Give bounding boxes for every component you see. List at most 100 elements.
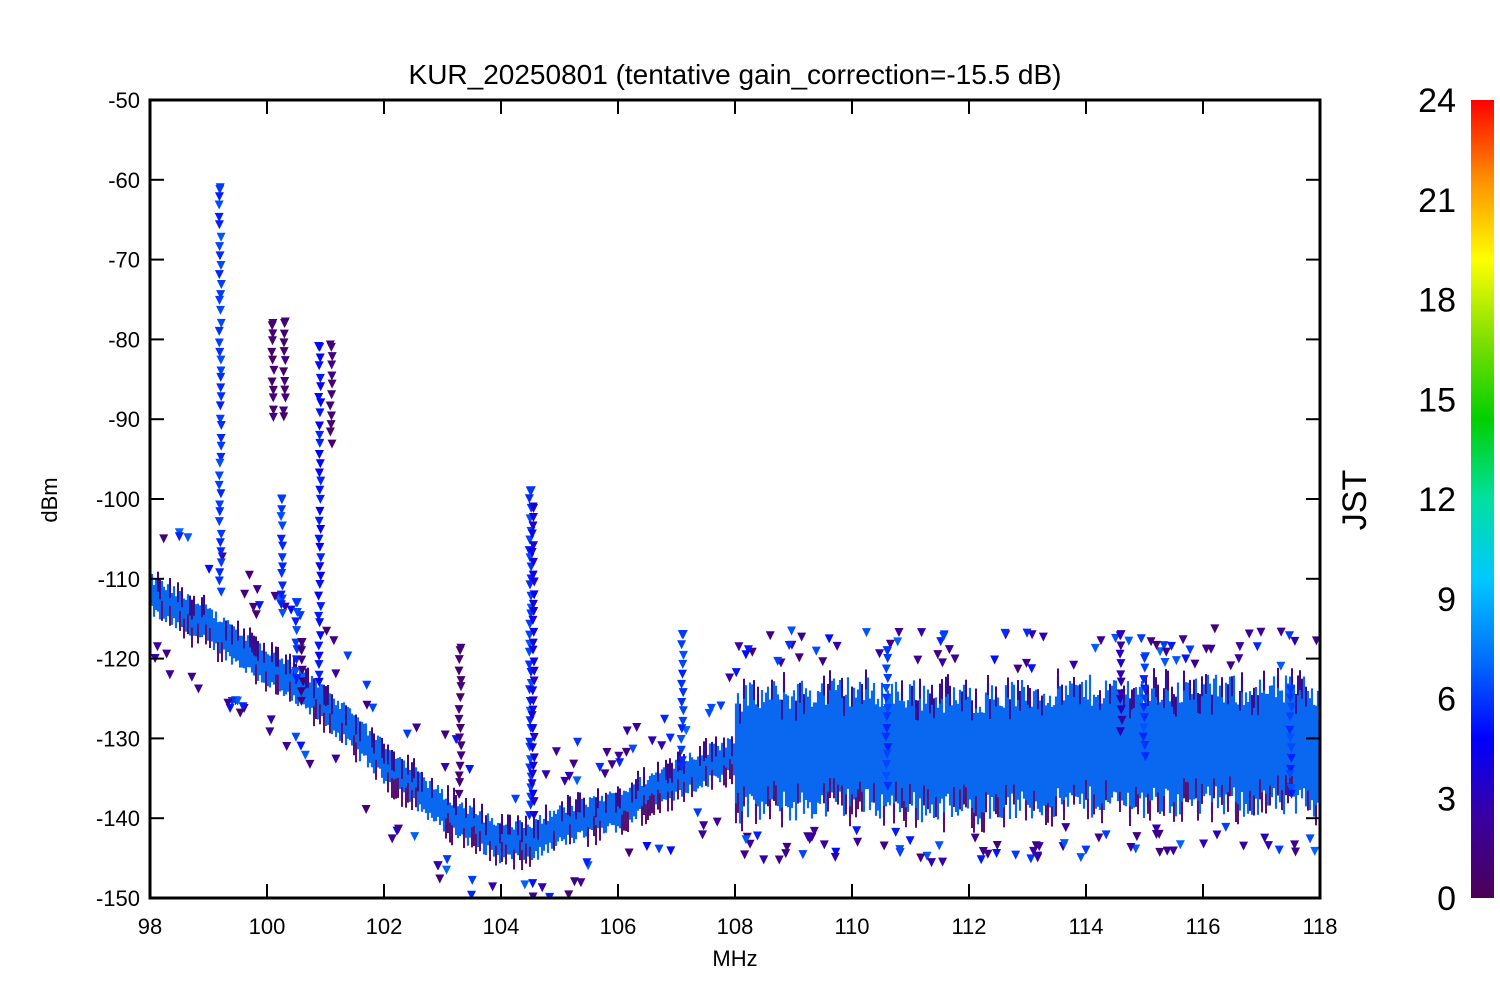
colorbar-tick-label: 21: [1418, 182, 1456, 220]
signal-point: [278, 541, 288, 551]
signal-point: [267, 347, 277, 357]
outlier-point: [159, 534, 169, 544]
signal-point: [528, 769, 538, 779]
outlier-point: [1276, 627, 1286, 637]
outlier-point: [1155, 647, 1165, 657]
outlier-point: [693, 808, 703, 818]
signal-point: [327, 379, 337, 389]
signal-point: [1286, 784, 1296, 794]
outlier-point: [628, 744, 638, 754]
outlier-point: [759, 855, 769, 865]
colorbar-tick-label: 6: [1437, 681, 1456, 719]
outlier-point: [938, 857, 948, 867]
signal-point: [292, 674, 302, 684]
signal-point: [298, 677, 308, 687]
signal-point: [528, 512, 538, 522]
y-axis: -50 -60 -70 -80 -90 -100 -110 -120 -130 -140 -150: [96, 88, 1320, 911]
outlier-point: [183, 533, 193, 543]
signal-point: [529, 810, 539, 820]
y-tick-label: -60: [108, 168, 140, 193]
outlier-point: [1162, 846, 1172, 856]
signal-point: [678, 688, 688, 698]
signal-point: [1115, 727, 1125, 737]
signal-point: [529, 577, 539, 587]
outlier-point: [1136, 634, 1146, 644]
outlier-point: [1154, 829, 1164, 839]
signal-point: [327, 390, 337, 400]
outlier-point: [537, 899, 546, 908]
signal-point: [528, 615, 538, 625]
signal-point: [1115, 694, 1125, 704]
signal-point: [1140, 741, 1150, 751]
signal-point: [315, 438, 325, 448]
outlier-point: [266, 715, 276, 725]
signal-point: [1140, 694, 1150, 704]
outlier-point: [1212, 830, 1222, 840]
signal-point: [454, 666, 464, 676]
signal-point: [315, 421, 325, 431]
colorbar: [1471, 100, 1494, 898]
outlier-point: [1291, 847, 1301, 857]
y-tick-label: -140: [96, 806, 140, 831]
signal-point: [676, 734, 686, 744]
outlier-point: [970, 833, 980, 843]
signal-point: [456, 751, 466, 761]
signal-point: [529, 607, 539, 617]
outlier-point: [1276, 661, 1286, 671]
outlier-point: [305, 759, 315, 769]
signal-point: [1285, 733, 1295, 743]
signal-point: [1140, 752, 1150, 762]
signal-point: [297, 655, 307, 665]
outlier-point: [992, 841, 1002, 851]
signal-point: [529, 732, 539, 742]
signal-point: [677, 756, 687, 766]
colorbar-tick-label: 15: [1418, 381, 1456, 419]
signal-point: [268, 412, 278, 422]
outlier-point: [291, 732, 301, 742]
signal-point: [314, 677, 324, 687]
signal-point: [216, 318, 226, 328]
signal-point: [528, 743, 538, 753]
signal-point: [314, 392, 324, 402]
signal-point: [881, 732, 891, 742]
signal-point: [314, 641, 324, 651]
y-tick-label: -80: [108, 327, 140, 352]
signal-point: [325, 427, 335, 437]
signal-point: [315, 618, 325, 628]
outlier-point: [1155, 847, 1165, 857]
outlier-point: [551, 747, 561, 757]
outlier-point: [699, 821, 709, 831]
outlier-point: [1310, 846, 1320, 856]
signal-point: [455, 778, 465, 788]
outlier-point: [1160, 658, 1170, 668]
outlier-point: [992, 848, 1002, 858]
signal-point: [454, 714, 464, 724]
outlier-point: [1126, 842, 1136, 852]
outlier-point: [174, 532, 184, 542]
signal-point: [297, 646, 307, 656]
outlier-point: [368, 703, 378, 713]
outlier-point: [503, 905, 512, 914]
signal-point: [1286, 743, 1296, 753]
outlier-point: [1175, 840, 1185, 850]
signal-point: [883, 781, 893, 791]
signal-point: [677, 640, 687, 650]
outlier-point: [666, 846, 676, 856]
signal-point: [528, 705, 538, 715]
colorbar-tick-label: 18: [1418, 282, 1456, 320]
outlier-point: [642, 841, 652, 851]
signal-point: [268, 405, 278, 415]
signal-point: [315, 373, 325, 383]
outlier-point: [1263, 841, 1273, 851]
outlier-point: [784, 641, 794, 651]
outlier-point: [387, 834, 397, 844]
outlier-point: [891, 827, 901, 837]
signal-point: [216, 434, 226, 444]
chart-title: KUR_20250801 (tentative gain_correction=…: [409, 59, 1062, 90]
signal-point: [529, 797, 539, 807]
outlier-point: [331, 669, 341, 679]
signal-point: [882, 749, 892, 759]
signal-point: [314, 670, 324, 680]
outlier-point: [1124, 636, 1134, 646]
signal-point: [214, 480, 224, 490]
